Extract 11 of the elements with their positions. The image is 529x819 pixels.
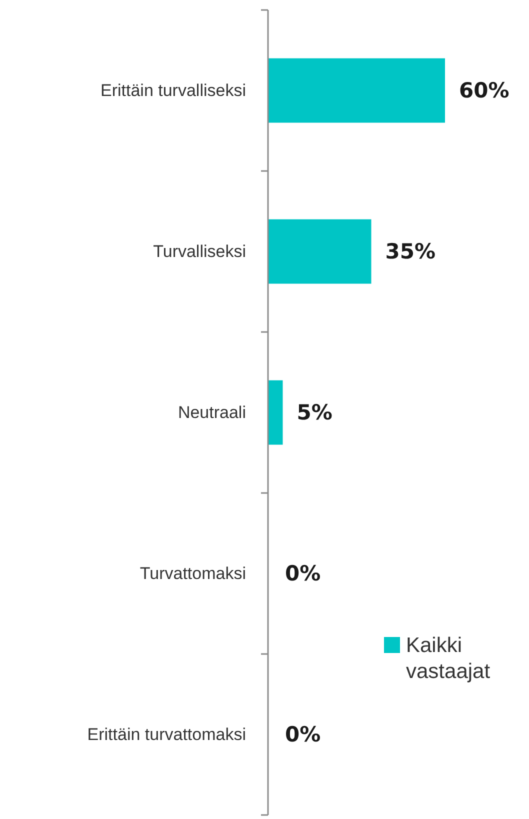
legend-label: Kaikki vastaajat xyxy=(406,634,490,683)
y-tick-label: Erittäin turvalliseksi xyxy=(100,81,246,100)
y-tick-label: Turvalliseksi xyxy=(153,242,246,261)
data-label: 0% xyxy=(285,562,321,586)
data-label: 0% xyxy=(285,722,321,746)
y-tick-label: Erittäin turvattomaksi xyxy=(87,725,246,744)
data-label: 5% xyxy=(296,400,332,424)
data-label: 35% xyxy=(385,240,436,264)
data-label: 60% xyxy=(459,78,510,102)
y-tick-label: Neutraali xyxy=(178,403,246,422)
y-tick-label: Turvattomaksi xyxy=(140,564,246,583)
